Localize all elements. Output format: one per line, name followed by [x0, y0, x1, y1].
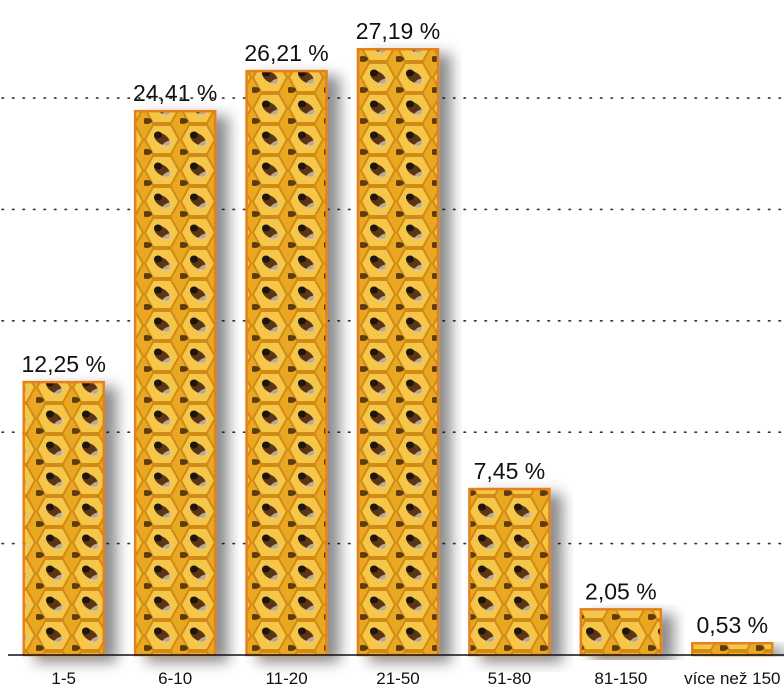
- x-tick-label: 11-20: [265, 669, 307, 688]
- x-tick-label: více než 150: [684, 669, 780, 688]
- bar: [135, 111, 215, 655]
- bar: [358, 49, 438, 655]
- value-label: 24,41 %: [133, 80, 217, 106]
- value-label: 27,19 %: [356, 18, 440, 44]
- value-label: 26,21 %: [244, 40, 328, 66]
- x-tick-label: 21-50: [376, 669, 419, 688]
- page: {"chart_data": {"type": "bar", "categori…: [0, 0, 784, 689]
- value-label: 2,05 %: [585, 578, 657, 604]
- x-tick-label: 81-150: [594, 669, 647, 688]
- bar: [692, 643, 772, 655]
- bar: [24, 382, 104, 655]
- x-tick-label: 1-5: [51, 669, 76, 688]
- x-tick-label: 6-10: [158, 669, 192, 688]
- bar: [469, 489, 549, 655]
- chart: 12,25 % 1-5 24,41 % 6-10 26,21 % 11-20 27,19 %…: [0, 0, 784, 689]
- value-label: 7,45 %: [474, 458, 546, 484]
- value-label: 0,53 %: [696, 612, 768, 638]
- x-tick-label: 51-80: [488, 669, 531, 688]
- bar: [247, 71, 327, 655]
- value-label: 12,25 %: [22, 351, 106, 377]
- bar: [581, 609, 661, 655]
